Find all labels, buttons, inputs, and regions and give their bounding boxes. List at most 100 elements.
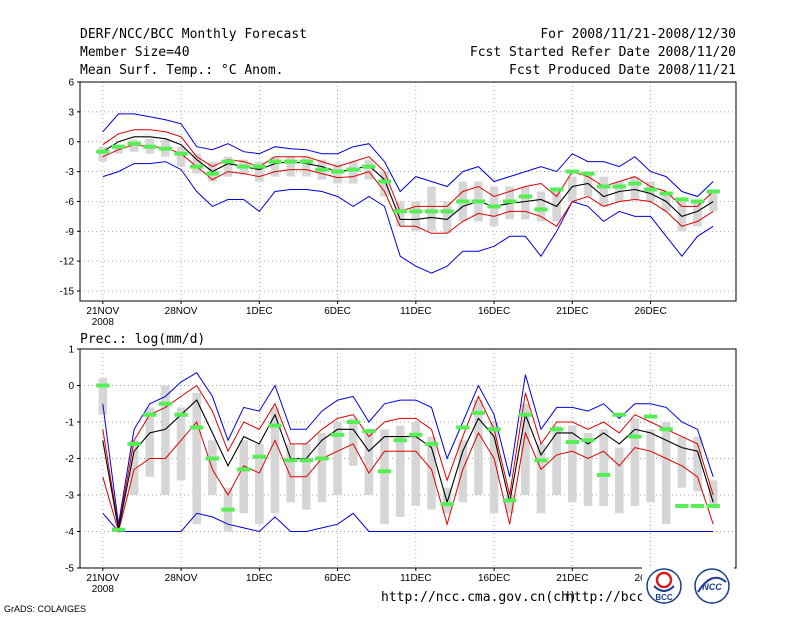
- temp-median-marker: [409, 209, 423, 214]
- precip-x-tick-label: 21NOV: [86, 573, 119, 584]
- precip-range-box: [521, 403, 530, 495]
- precip-median-marker: [518, 412, 533, 417]
- temp-median-marker: [424, 209, 439, 214]
- precip-range-box: [317, 432, 327, 503]
- precip-upper-line: [102, 384, 714, 528]
- temp-y-tick-label: -6: [65, 197, 74, 208]
- precip-median-marker: [362, 429, 376, 434]
- temp-median-marker: [221, 159, 235, 164]
- precip-x-tick-label: 16DEC: [478, 573, 510, 584]
- bcc-logo-text: BCC: [655, 593, 673, 602]
- precip-range-box: [364, 429, 374, 495]
- precip-median-marker: [612, 412, 626, 417]
- precip-median-marker: [237, 467, 251, 472]
- precip-range-box: [599, 429, 608, 506]
- temp-median-marker: [111, 144, 126, 149]
- precip-median-marker: [690, 503, 705, 508]
- temp-range-box: [223, 156, 233, 177]
- precip-range-box: [646, 429, 655, 503]
- temp-median-marker: [565, 169, 579, 174]
- temp-y-tick-label: 0: [68, 137, 74, 148]
- precip-median-marker: [503, 498, 517, 503]
- temp-x-tick-label: 16DEC: [478, 306, 510, 317]
- precip-y-tick-label: -3: [65, 491, 74, 502]
- precip-range-box: [255, 443, 264, 525]
- member-size-label: Member Size=40: [80, 45, 190, 60]
- bcc-link[interactable]: http://bcc.c: [566, 590, 660, 605]
- ncc-logo-icon: NCC: [694, 568, 730, 604]
- temp-median-marker: [190, 164, 204, 169]
- grads-credit: GrADS: COLA/IGES: [4, 604, 87, 614]
- precip-y-tick-label: 0: [68, 381, 74, 392]
- precip-median-marker: [424, 441, 439, 446]
- precip-median-marker: [283, 458, 298, 463]
- precip-range-box: [145, 407, 155, 477]
- temp-median-marker: [174, 151, 188, 156]
- temp-range-box: [708, 191, 718, 212]
- temp-y-tick-label: -15: [60, 287, 75, 298]
- precip-median-marker: [127, 441, 141, 446]
- precip-median-marker: [143, 412, 157, 417]
- precip-y-tick-label: -4: [65, 527, 74, 538]
- temp-min-line: [102, 161, 714, 274]
- precip-y-tick-label: -2: [65, 454, 74, 465]
- temp-median-marker: [690, 199, 705, 204]
- temp-median-marker: [252, 164, 266, 169]
- precip-median-marker: [596, 472, 611, 477]
- precip-x-tick-label: 28NOV: [165, 573, 198, 584]
- temp-median-marker: [143, 144, 157, 149]
- temp-range-box: [395, 201, 405, 227]
- temp-x-tick-label: 1DEC: [246, 306, 273, 317]
- precip-range-box: [286, 443, 295, 503]
- precip-median-marker: [628, 434, 642, 439]
- precip-y-tick-label: -5: [65, 564, 74, 575]
- temp-median-marker: [471, 199, 486, 204]
- precip-median-marker: [268, 423, 282, 428]
- temp-median-marker: [612, 184, 626, 189]
- precip-range-box: [568, 425, 577, 503]
- precip-median-marker: [550, 427, 564, 432]
- precip-range-box: [693, 436, 702, 492]
- precip-median-marker: [377, 469, 392, 474]
- precip-median-marker: [221, 507, 235, 512]
- temp-lower-line: [102, 144, 714, 234]
- temp-median-marker: [237, 164, 251, 169]
- precip-panel-title: Prec.: log(mm/d): [80, 332, 206, 347]
- temp-y-tick-label: -3: [65, 167, 74, 178]
- temp-median-marker: [456, 199, 470, 204]
- temp-y-tick-label: 6: [68, 78, 74, 89]
- precip-x-tick-label: 1DEC: [246, 573, 273, 584]
- temp-range-box: [380, 171, 389, 197]
- precip-median-marker: [565, 440, 579, 445]
- temp-median-marker: [659, 191, 673, 196]
- temp-median-marker: [487, 204, 501, 209]
- temp-range-box: [255, 161, 264, 182]
- temp-panel: 6 3 0 -3 -6 -9 -12 -15 21NOV 28NOV 1DEC 6DEC 11DEC 16…: [60, 78, 737, 328]
- precip-median-marker: [205, 456, 220, 461]
- precip-x-year-label: 2008: [92, 584, 115, 595]
- temp-range-box: [286, 156, 295, 177]
- variable-label: Mean Surf. Temp.: °C Anom.: [80, 63, 284, 78]
- precip-range-box: [552, 425, 561, 495]
- ncc-link[interactable]: http://ncc.cma.gov.cn(ch): [381, 590, 577, 605]
- precip-x-tick-label: 21DEC: [556, 573, 588, 584]
- temp-mean-line: [102, 136, 714, 220]
- temp-median-marker: [393, 209, 407, 214]
- temp-range-box: [98, 146, 108, 162]
- temp-median-marker: [127, 141, 141, 146]
- temp-y-tick-label: -12: [60, 257, 75, 268]
- bcc-ncc-logo: BCC NCC: [642, 566, 734, 612]
- temp-median-marker: [362, 164, 376, 169]
- temp-median-marker: [158, 146, 173, 151]
- temp-range-box: [411, 201, 421, 232]
- temp-median-marker: [96, 149, 110, 154]
- precip-median-marker: [643, 414, 658, 419]
- precip-range-box: [208, 440, 217, 495]
- precip-median-marker: [440, 502, 454, 507]
- precip-median-marker: [487, 427, 501, 432]
- bcc-logo-icon: BCC: [646, 568, 682, 604]
- precip-range-box: [677, 436, 687, 488]
- precip-median-marker: [471, 410, 486, 415]
- temp-median-marker: [268, 159, 282, 164]
- precip-median-marker: [174, 412, 188, 417]
